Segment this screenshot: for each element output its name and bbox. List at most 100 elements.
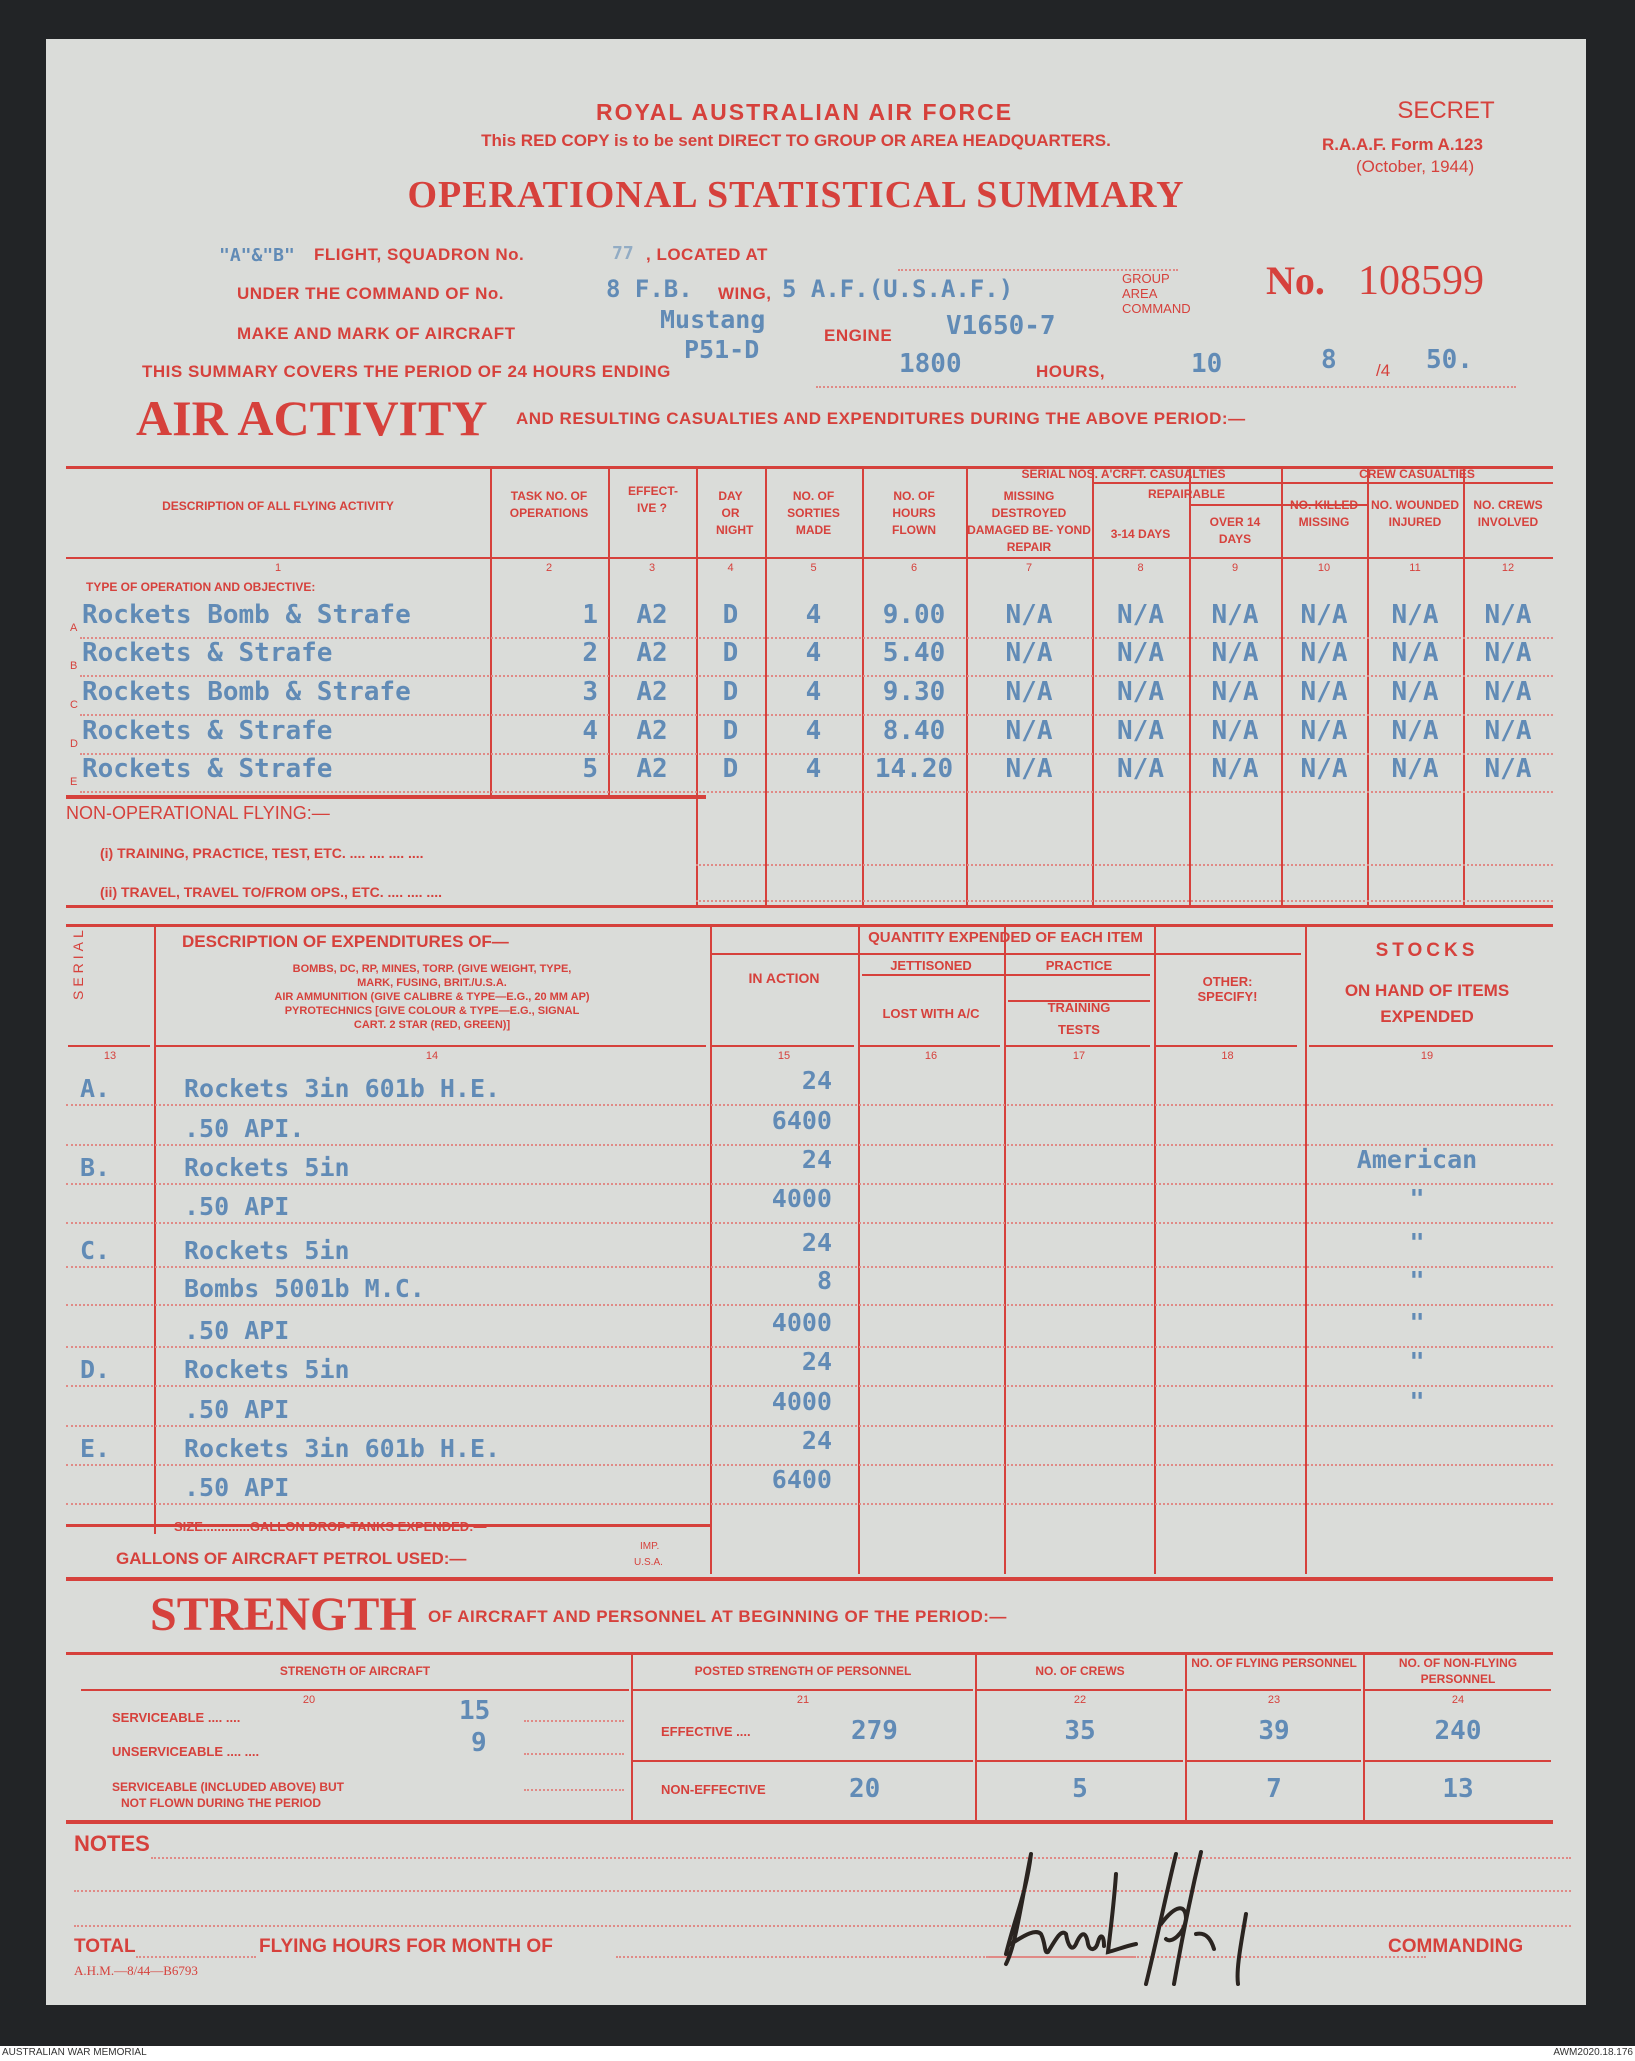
- flight-value: "A"&"B": [219, 245, 295, 266]
- dotted-line: [524, 1789, 624, 1791]
- header-bottom-rule: [1187, 1689, 1361, 1691]
- column-number: 1: [274, 562, 282, 574]
- in-action-quantity: 4000: [771, 1184, 832, 1213]
- commanding-label: COMMANDING: [1388, 1936, 1524, 1957]
- column-rule: [765, 466, 767, 906]
- expenditure-description: Rockets 5in: [184, 1236, 350, 1265]
- archive-strip: AUSTRALIAN WAR MEMORIAL AWM2020.18.176: [0, 2046, 1635, 2061]
- operation-description: Rockets Bomb & Strafe: [82, 677, 411, 707]
- group-label: GROUP: [1122, 271, 1170, 286]
- cell-hours: 8.40: [882, 716, 946, 746]
- form-id: R.A.A.F. Form A.123: [1322, 135, 1483, 154]
- archive-name: AUSTRALIAN WAR MEMORIAL: [2, 2047, 147, 2058]
- cell-c10: N/A: [1300, 600, 1348, 630]
- petrol-label: GALLONS OF AIRCRAFT PETROL USED:—: [116, 1549, 467, 1568]
- stocks-on-hand: American: [1356, 1145, 1478, 1174]
- column-number: 15: [777, 1050, 791, 1062]
- cell-eff: A2: [636, 677, 668, 707]
- operation-description: Rockets & Strafe: [82, 754, 333, 784]
- training-rule: [1008, 1000, 1150, 1002]
- in-action-quantity: 24: [801, 1347, 832, 1376]
- column-number: 12: [1501, 562, 1515, 574]
- header-over-14-days: OVER 14 DAYS: [1209, 515, 1261, 546]
- cell-dn: D: [722, 638, 739, 668]
- cell-sorties: 4: [805, 600, 822, 630]
- header-bottom-rule: [66, 557, 1553, 559]
- cell-hours: 14.20: [874, 754, 954, 784]
- in-action-quantity: 6400: [771, 1465, 832, 1494]
- drop-tanks-label: SIZE.............GALLON DROP-TANKS EXPEN…: [174, 1519, 487, 1534]
- cell-hours: 5.40: [882, 638, 946, 668]
- header-bottom-rule: [1006, 1045, 1150, 1047]
- cell-c8: N/A: [1117, 638, 1164, 668]
- cell-c11: N/A: [1391, 638, 1439, 668]
- table-bottom-rule: [66, 1820, 1553, 1824]
- day: 10: [1191, 349, 1223, 379]
- column-rule: [696, 466, 698, 906]
- header-bottom-rule: [1309, 1045, 1553, 1047]
- cell-sorties: 4: [805, 716, 822, 746]
- operations-end-rule: [66, 795, 706, 799]
- dotted-line: [524, 1753, 624, 1755]
- command-label: UNDER THE COMMAND OF No.: [237, 284, 504, 303]
- cell-hours: 9.00: [882, 600, 946, 630]
- training-row: (i) TRAINING, PRACTICE, TEST, ETC. .... …: [100, 845, 424, 861]
- header-practice: PRACTICE: [1045, 958, 1113, 973]
- header-bottom-rule: [977, 1689, 1183, 1691]
- cell-task: 2: [582, 638, 598, 668]
- dotted-line: [80, 714, 1553, 716]
- column-number: 16: [924, 1050, 938, 1062]
- located-line: [898, 269, 1178, 271]
- serial-letter: D.: [80, 1355, 111, 1384]
- column-rule: [1004, 924, 1006, 1574]
- in-action-quantity: 24: [801, 1426, 832, 1455]
- in-action-quantity: 4000: [771, 1387, 832, 1416]
- cell-c12: N/A: [1484, 638, 1532, 668]
- expenditure-description: Rockets 5in: [184, 1153, 350, 1182]
- header-desc-5: CART. 2 STAR (RED, GREEN)]: [353, 1019, 511, 1031]
- cell-eff: A2: [636, 638, 668, 668]
- cell-eff: A2: [636, 754, 668, 784]
- cell-task: 1: [582, 600, 598, 630]
- column-number: 18: [1221, 1050, 1234, 1062]
- operation-description: Rockets & Strafe: [82, 638, 333, 668]
- column-number: 5: [810, 562, 817, 574]
- table-top-rule: [66, 1652, 1553, 1655]
- stocks-on-hand: ": [1409, 1184, 1425, 1213]
- cell-sorties: 4: [805, 754, 822, 784]
- form-date: (October, 1944): [1356, 157, 1475, 176]
- column-rule: [1185, 1652, 1187, 1822]
- cell-c9: N/A: [1211, 754, 1259, 784]
- notes-label: NOTES: [74, 1831, 150, 1856]
- non-effective-flying: 7: [1266, 1774, 1282, 1804]
- column-number: 3: [648, 562, 656, 574]
- expenditure-description: .50 API.: [184, 1114, 305, 1143]
- cell-c7: N/A: [1005, 716, 1053, 746]
- cell-c10: N/A: [1300, 716, 1348, 746]
- cell-c12: N/A: [1484, 754, 1532, 784]
- form-title: OPERATIONAL STATISTICAL SUMMARY: [407, 174, 1185, 216]
- column-rule: [1463, 466, 1465, 906]
- cell-hours: 9.30: [882, 677, 946, 707]
- row-rule: [1365, 1760, 1551, 1762]
- serial-letter: B.: [80, 1153, 111, 1182]
- stocks-on-hand: ": [1409, 1228, 1425, 1257]
- expenditure-description: .50 API: [184, 1395, 290, 1424]
- dotted-line: [80, 637, 1553, 639]
- header-desc-2: MARK, FUSING, BRIT./U.S.A.: [357, 977, 507, 989]
- header-missing: MISSING DESTROYED DAMAGED BE- YOND REPAI…: [967, 489, 1091, 554]
- repairable-rule: [1189, 504, 1367, 506]
- row-letter: E: [70, 776, 78, 788]
- header-lost: LOST WITH A/C: [882, 1006, 980, 1021]
- header-description: DESCRIPTION OF ALL FLYING ACTIVITY: [162, 499, 394, 513]
- column-rule: [862, 466, 864, 906]
- header-quantity: QUANTITY EXPENDED OF EACH ITEM: [868, 929, 1143, 946]
- cell-task: 3: [582, 677, 598, 707]
- squadron-value: 77: [612, 243, 634, 264]
- non-effective-crews: 5: [1072, 1774, 1088, 1804]
- header-serial: SERIAL: [70, 926, 86, 1000]
- header-sorties: NO. OF SORTIES MADE: [787, 489, 840, 537]
- column-rule: [710, 924, 712, 1574]
- header-stocks: STOCKS: [1375, 940, 1479, 961]
- cell-sorties: 4: [805, 638, 822, 668]
